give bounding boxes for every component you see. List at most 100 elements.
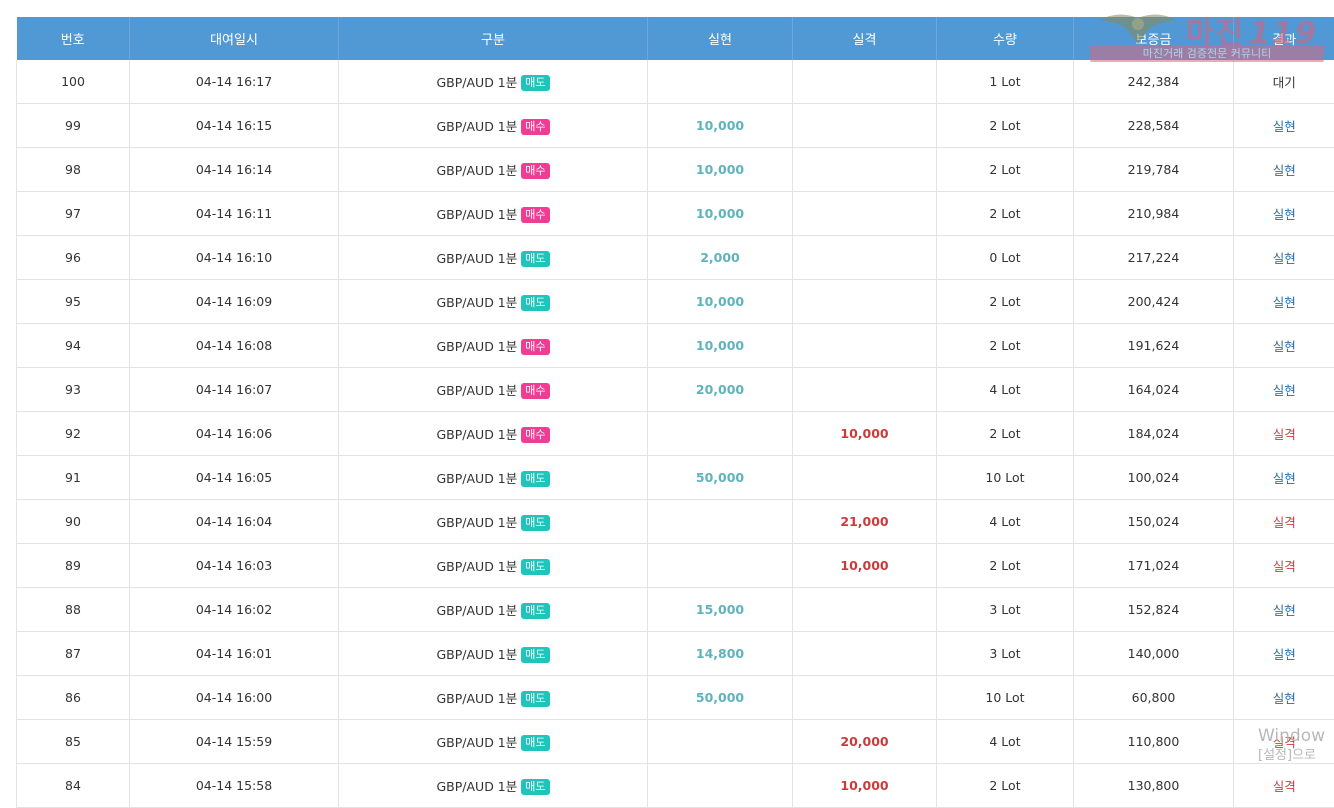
row-result-cell: 실현 (1234, 192, 1334, 236)
row-result-cell: 실현 (1234, 236, 1334, 280)
row-deposit-cell: 217,224 (1074, 236, 1234, 280)
currency-pair-label: GBP/AUD 1분 (436, 603, 517, 618)
currency-pair-label: GBP/AUD 1분 (436, 647, 517, 662)
buy-badge: 매수 (521, 383, 549, 399)
currency-pair-label: GBP/AUD 1분 (436, 427, 517, 442)
row-quantity-cell: 2 Lot (937, 280, 1074, 324)
row-quantity-cell: 3 Lot (937, 632, 1074, 676)
row-loss-cell (793, 236, 937, 280)
row-deposit-cell: 200,424 (1074, 280, 1234, 324)
row-datetime-cell: 04-14 16:14 (130, 148, 339, 192)
row-category-cell: GBP/AUD 1분 매도 (339, 632, 648, 676)
row-profit-cell (648, 500, 793, 544)
column-header-datetime: 대여일시 (130, 17, 339, 60)
row-profit-cell: 2,000 (648, 236, 793, 280)
row-deposit-cell: 140,000 (1074, 632, 1234, 676)
row-deposit-cell: 150,024 (1074, 500, 1234, 544)
row-loss-cell: 10,000 (793, 544, 937, 588)
row-loss-cell (793, 280, 937, 324)
currency-pair-label: GBP/AUD 1분 (436, 735, 517, 750)
row-deposit-cell: 171,024 (1074, 544, 1234, 588)
row-deposit-cell: 164,024 (1074, 368, 1234, 412)
row-result-cell: 대기 (1234, 60, 1334, 104)
row-profit-cell: 50,000 (648, 676, 793, 720)
row-datetime-cell: 04-14 16:05 (130, 456, 339, 500)
sell-badge: 매도 (521, 471, 549, 487)
row-result-cell: 실현 (1234, 456, 1334, 500)
row-loss-cell (793, 456, 937, 500)
currency-pair-label: GBP/AUD 1분 (436, 75, 517, 90)
row-profit-cell: 14,800 (648, 632, 793, 676)
column-header-quantity: 수량 (937, 17, 1074, 60)
row-profit-cell: 50,000 (648, 456, 793, 500)
row-number-cell: 99 (17, 104, 130, 148)
row-quantity-cell: 2 Lot (937, 324, 1074, 368)
currency-pair-label: GBP/AUD 1분 (436, 691, 517, 706)
row-result-cell: 실현 (1234, 148, 1334, 192)
row-result-cell: 실현 (1234, 368, 1334, 412)
row-quantity-cell: 3 Lot (937, 588, 1074, 632)
column-header-category: 구분 (339, 17, 648, 60)
row-number-cell: 92 (17, 412, 130, 456)
sell-badge: 매도 (521, 251, 549, 267)
row-result-cell: 실격 (1234, 720, 1334, 764)
buy-badge: 매수 (521, 339, 549, 355)
currency-pair-label: GBP/AUD 1분 (436, 779, 517, 794)
row-result-cell: 실현 (1234, 676, 1334, 720)
currency-pair-label: GBP/AUD 1분 (436, 207, 517, 222)
row-quantity-cell: 2 Lot (937, 412, 1074, 456)
row-loss-cell (793, 148, 937, 192)
row-number-cell: 87 (17, 632, 130, 676)
row-quantity-cell: 2 Lot (937, 148, 1074, 192)
row-category-cell: GBP/AUD 1분 매도 (339, 720, 648, 764)
row-deposit-cell: 191,624 (1074, 324, 1234, 368)
sell-badge: 매도 (521, 735, 549, 751)
sell-badge: 매도 (521, 779, 549, 795)
sell-badge: 매도 (521, 603, 549, 619)
row-datetime-cell: 04-14 16:15 (130, 104, 339, 148)
row-number-cell: 93 (17, 368, 130, 412)
sell-badge: 매도 (521, 647, 549, 663)
row-datetime-cell: 04-14 16:10 (130, 236, 339, 280)
row-quantity-cell: 2 Lot (937, 192, 1074, 236)
row-datetime-cell: 04-14 16:03 (130, 544, 339, 588)
row-deposit-cell: 110,800 (1074, 720, 1234, 764)
currency-pair-label: GBP/AUD 1분 (436, 295, 517, 310)
row-result-cell: 실현 (1234, 588, 1334, 632)
row-number-cell: 96 (17, 236, 130, 280)
currency-pair-label: GBP/AUD 1분 (436, 251, 517, 266)
row-profit-cell: 10,000 (648, 148, 793, 192)
row-profit-cell (648, 720, 793, 764)
row-datetime-cell: 04-14 16:04 (130, 500, 339, 544)
row-quantity-cell: 4 Lot (937, 500, 1074, 544)
row-loss-cell (793, 324, 937, 368)
row-deposit-cell: 210,984 (1074, 192, 1234, 236)
currency-pair-label: GBP/AUD 1분 (436, 383, 517, 398)
row-loss-cell (793, 676, 937, 720)
currency-pair-label: GBP/AUD 1분 (436, 119, 517, 134)
row-result-cell: 실현 (1234, 280, 1334, 324)
row-deposit-cell: 60,800 (1074, 676, 1234, 720)
row-datetime-cell: 04-14 16:02 (130, 588, 339, 632)
row-loss-cell (793, 192, 937, 236)
currency-pair-label: GBP/AUD 1분 (436, 339, 517, 354)
